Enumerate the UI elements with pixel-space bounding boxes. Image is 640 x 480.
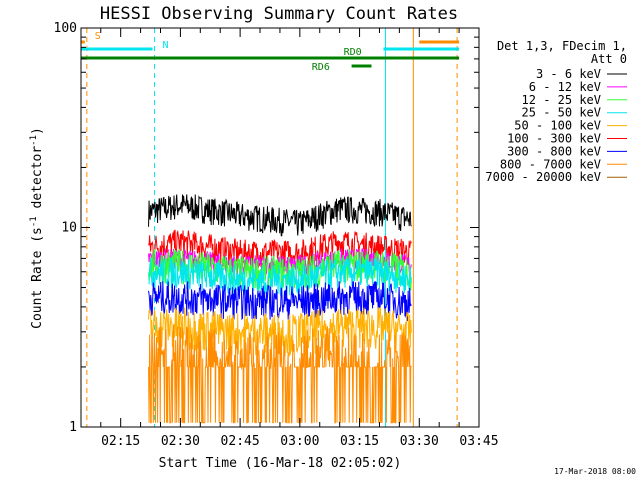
series-line	[148, 194, 412, 237]
legend-label: 7000 - 20000 keV	[485, 170, 601, 184]
x-tick-label: 02:30	[161, 434, 200, 449]
flag-bars: S N RD0 RD6	[81, 31, 460, 73]
footer-timestamp: 17-Mar-2018 08:00	[554, 467, 636, 476]
x-tick-label: 02:45	[221, 434, 260, 449]
series-line	[148, 324, 412, 424]
x-axis-label: Start Time (16-Mar-18 02:05:02)	[159, 456, 402, 471]
flag-label-n: N	[162, 40, 168, 51]
y-tick-label: 10	[61, 221, 77, 236]
x-axis: 02:15 02:30 02:45 03:00 03:15 03:30 03:45	[100, 28, 499, 449]
legend-label: 12 - 25 keV	[522, 93, 601, 107]
x-tick-label: 03:30	[400, 434, 439, 449]
x-tick-label: 03:00	[280, 434, 319, 449]
legend-label: 300 - 800 keV	[507, 144, 601, 158]
data-series	[148, 194, 412, 424]
x-tick-label: 02:15	[101, 434, 140, 449]
x-tick-label: 03:15	[340, 434, 379, 449]
legend-header-line1: Det 1,3, FDecim 1,	[497, 39, 627, 53]
y-axis: 1 10 100	[54, 21, 479, 435]
flag-label-s: S	[95, 31, 101, 42]
flag-label-rd0: RD0	[344, 47, 362, 58]
legend-label: 25 - 50 keV	[522, 106, 601, 120]
series-line	[148, 281, 412, 322]
x-tick-label: 03:45	[459, 434, 498, 449]
legend-label: 800 - 7000 keV	[500, 157, 601, 171]
y-tick-label: 1	[69, 420, 77, 435]
legend-label: 100 - 300 keV	[507, 132, 601, 146]
series-line	[148, 256, 412, 297]
plot-area: S N RD0 RD6	[81, 28, 460, 427]
legend-label: 6 - 12 keV	[529, 80, 601, 94]
legend-label: 3 - 6 keV	[536, 67, 601, 81]
flag-label-rd6: RD6	[312, 62, 330, 73]
legend-label: 50 - 100 keV	[514, 119, 601, 133]
chart-title: HESSI Observing Summary Count Rates	[100, 4, 458, 24]
legend-header-line2: Att 0	[591, 52, 627, 66]
y-axis-label: Count Rate (s-1 detector-1)	[29, 127, 45, 329]
y-tick-label: 100	[54, 21, 77, 36]
